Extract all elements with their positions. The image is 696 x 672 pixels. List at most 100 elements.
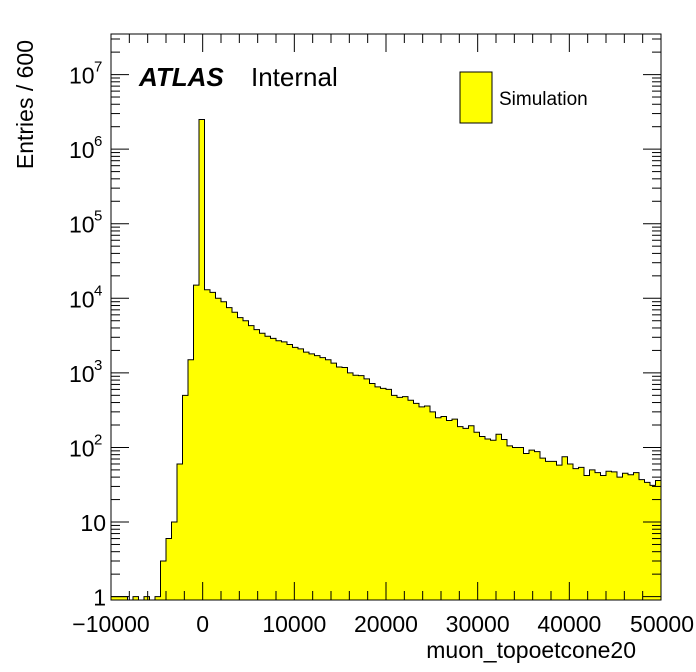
histogram-bin [243, 320, 249, 600]
histogram-bin [204, 289, 210, 600]
x-axis-title: muon_topoetcone20 [426, 637, 636, 663]
histogram-bin [633, 472, 639, 600]
x-tick-label: 10000 [262, 611, 326, 637]
histogram-bin [424, 405, 430, 600]
histogram-bin [457, 426, 463, 600]
histogram-bin [259, 333, 265, 600]
histogram-bin [589, 469, 595, 600]
histogram-bin [540, 458, 546, 600]
histogram-bin [430, 411, 436, 600]
histogram-bin [248, 325, 254, 600]
histogram-bin [562, 456, 568, 600]
histogram-bin [496, 434, 502, 600]
histogram-bin [386, 389, 392, 600]
histogram-bin [292, 347, 298, 600]
histogram-bin [650, 485, 656, 600]
histogram-bin [463, 428, 469, 600]
histogram-bin [298, 348, 304, 600]
x-tick-label: 40000 [537, 611, 601, 637]
histogram-bin [210, 292, 216, 600]
y-tick-label: 10 [69, 212, 95, 238]
histogram-bin [111, 596, 117, 600]
histogram-bin [639, 479, 645, 600]
histogram-bin [353, 375, 359, 600]
histogram-bin [529, 450, 535, 600]
histogram-bin [606, 471, 612, 600]
histogram-bin [358, 375, 364, 600]
histogram-bin [369, 383, 375, 600]
y-tick-label: 10 [69, 361, 95, 387]
histogram-bin [551, 461, 557, 600]
y-tick-label: 10 [69, 435, 95, 461]
histogram-bin [408, 400, 414, 600]
histogram-bin [380, 388, 386, 600]
histogram-bin [226, 307, 232, 600]
histogram-bin [518, 447, 524, 600]
histogram-bin [441, 416, 447, 600]
y-tick-label: 10 [69, 286, 95, 312]
histogram-bin [402, 396, 408, 600]
histogram-bin [578, 467, 584, 600]
y-tick-label-exponent: 3 [94, 357, 102, 374]
histogram-bin [501, 439, 507, 600]
y-tick-label-exponent: 2 [94, 431, 102, 448]
histogram-bars [111, 118, 661, 601]
histogram-bin [265, 336, 271, 600]
histogram-bin [171, 522, 177, 600]
y-tick-label-exponent: 5 [94, 208, 102, 225]
histogram-bin [375, 386, 381, 600]
histogram-bin [331, 363, 337, 600]
histogram-bin [490, 440, 496, 600]
histogram-bin [144, 596, 150, 600]
histogram-bin [479, 436, 485, 600]
histogram-bin [655, 480, 661, 600]
histogram-bin [281, 341, 287, 600]
x-tick-labels: −10000 0 10000 20000 30000 40000 50000 [72, 611, 694, 637]
histogram-bin [617, 477, 623, 600]
histogram-bin [534, 451, 540, 600]
x-tick-label: 20000 [354, 611, 418, 637]
y-tick-label-exponent: 6 [94, 133, 102, 150]
histogram-bin [270, 338, 276, 600]
histogram-bin [336, 366, 342, 600]
histogram-bin [584, 475, 590, 600]
histogram-bin [485, 438, 491, 600]
histogram-bin [391, 395, 397, 600]
histogram-bin [133, 596, 139, 600]
histogram-bin [193, 285, 199, 600]
histogram-bin [419, 406, 425, 600]
histogram-bin [545, 461, 551, 600]
histogram-bin [452, 419, 458, 600]
histogram-bin [182, 395, 188, 600]
atlas-label: ATLAS [138, 62, 224, 92]
histogram-bin [595, 472, 601, 600]
histogram-bin [611, 471, 617, 600]
histogram-bin [314, 355, 320, 600]
histogram-bin [622, 473, 628, 600]
histogram-bin [512, 447, 518, 600]
histogram-bin [397, 397, 403, 600]
histogram-bin [254, 329, 260, 600]
histogram-bin [446, 420, 452, 600]
x-tick-label: 30000 [446, 611, 510, 637]
y-tick-label: 10 [80, 510, 106, 536]
histogram-bin [166, 538, 172, 600]
legend-label: Simulation [499, 89, 588, 110]
atlas-status-label: Internal [251, 62, 338, 92]
histogram-bin [342, 367, 348, 600]
y-tick-label: 10 [69, 63, 95, 89]
histogram-bin [155, 596, 161, 600]
axis-ticks [110, 34, 662, 600]
y-tick-label: 1 [93, 585, 106, 611]
histogram-bin [160, 561, 166, 600]
histogram-bin [628, 474, 634, 600]
histogram-bin [435, 417, 441, 600]
histogram-bin [215, 298, 221, 600]
y-axis-title: Entries / 600 [12, 40, 38, 169]
histogram-bin [303, 352, 309, 600]
histogram-bin [309, 353, 315, 600]
histogram-bin [116, 596, 122, 600]
y-tick-label-exponent: 7 [94, 59, 102, 76]
